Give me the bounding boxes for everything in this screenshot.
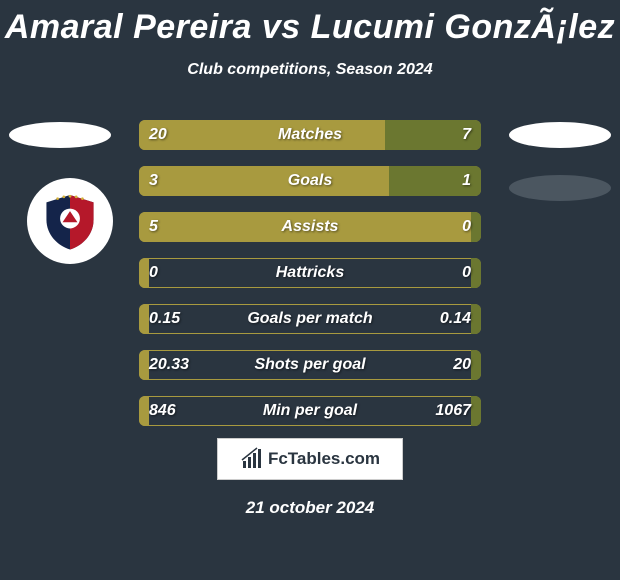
stat-value-right: 20 [453, 350, 471, 380]
subtitle: Club competitions, Season 2024 [0, 61, 620, 79]
source-label: FcTables.com [268, 449, 380, 469]
player-left-placeholder [9, 122, 111, 148]
stat-row: Hattricks0 0 [139, 258, 481, 288]
shield-icon [39, 190, 101, 252]
club-left-badge [27, 178, 113, 264]
stat-value-left: 0 [149, 258, 158, 288]
stats-bars: Matches207Goals31Assists50Hattricks00Goa… [139, 120, 481, 426]
stat-label: Matches [139, 120, 481, 150]
chart-icon [240, 447, 264, 471]
stat-label: Hattricks [139, 258, 481, 288]
stat-value-right: 0 [462, 258, 471, 288]
stat-row: Assists5 0 [139, 212, 481, 242]
stat-label: Goals per match [139, 304, 481, 334]
date-label: 21 october 2024 [0, 498, 620, 518]
stat-row: Goals per match0.15 0.14 [139, 304, 481, 334]
stat-row: Matches20 7 [139, 120, 481, 150]
player-right-placeholder [509, 122, 611, 148]
stat-label: Shots per goal [139, 350, 481, 380]
club-right-placeholder [509, 175, 611, 201]
stat-value-left: 5 [149, 212, 158, 242]
source-badge: FcTables.com [217, 438, 403, 480]
stat-value-right: 1067 [435, 396, 471, 426]
stat-value-left: 846 [149, 396, 176, 426]
stat-value-left: 0.15 [149, 304, 180, 334]
stat-label: Assists [139, 212, 481, 242]
stat-value-right: 0 [462, 212, 471, 242]
stat-value-left: 20.33 [149, 350, 189, 380]
stat-value-right: 7 [462, 120, 471, 150]
stat-value-right: 1 [462, 166, 471, 196]
stat-value-right: 0.14 [440, 304, 471, 334]
stat-row: Goals3 1 [139, 166, 481, 196]
stat-label: Goals [139, 166, 481, 196]
stat-row: Shots per goal20.33 20 [139, 350, 481, 380]
stat-value-left: 20 [149, 120, 167, 150]
stat-value-left: 3 [149, 166, 158, 196]
page-title: Amaral Pereira vs Lucumi GonzÃ¡lez [0, 0, 620, 47]
stat-label: Min per goal [139, 396, 481, 426]
stat-row: Min per goal846 1067 [139, 396, 481, 426]
